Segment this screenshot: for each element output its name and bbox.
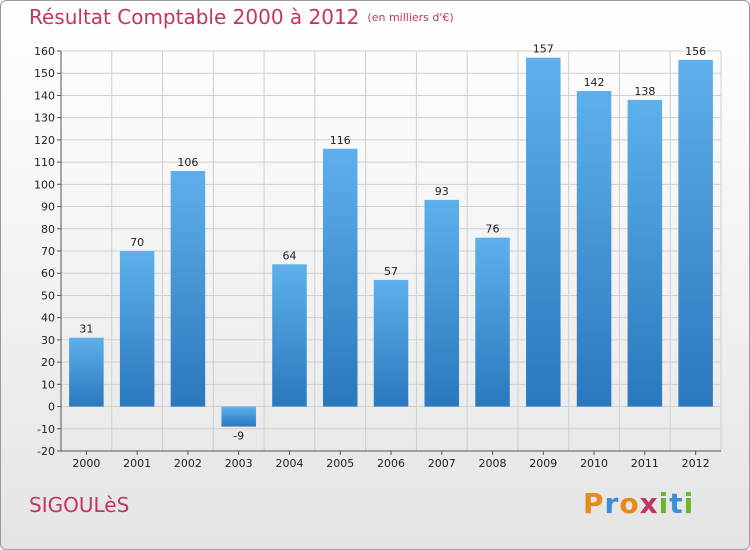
- chart-subtitle: (en milliers d'€): [367, 11, 454, 24]
- x-tick-label: 2000: [72, 457, 100, 470]
- data-label-2007: 93: [435, 185, 449, 198]
- axes: -20 -10 0 10 20 30 40 50 60 70 80 90 100 110 120 130 140…: [34, 45, 721, 470]
- x-tick-label: 2003: [225, 457, 253, 470]
- bar-2010: [576, 91, 612, 407]
- y-tick-label: 70: [41, 245, 55, 258]
- y-tick-label: 0: [48, 401, 55, 414]
- y-tick-label: 160: [34, 45, 55, 58]
- y-tick-label: 130: [34, 112, 55, 125]
- x-tick-label: 2011: [631, 457, 659, 470]
- data-labels: 31 70 106 -9 64 116 57 93 76 157 142 138 156: [79, 43, 706, 443]
- y-tick-label: 120: [34, 134, 55, 147]
- y-tick-label: -20: [37, 445, 55, 458]
- bar-2004: [272, 264, 307, 407]
- data-label-2011: 138: [634, 85, 655, 98]
- brand-letter: x: [639, 487, 659, 520]
- data-label-2010: 142: [584, 76, 605, 89]
- data-label-2006: 57: [384, 265, 398, 278]
- data-label-2012: 156: [685, 45, 706, 58]
- x-tick-label: 2001: [123, 457, 151, 470]
- y-tick-label: 60: [41, 267, 55, 280]
- town-name: SIGOULèS: [29, 493, 130, 517]
- y-tick-label: 110: [34, 156, 55, 169]
- y-tick-label: 10: [41, 378, 55, 391]
- data-label-2003: -9: [233, 430, 244, 443]
- brand-letter: o: [619, 487, 640, 520]
- x-tick-label: 2012: [682, 457, 710, 470]
- brand-letter: P: [583, 487, 605, 520]
- data-label-2000: 31: [79, 323, 93, 336]
- bar-2002: [170, 171, 206, 407]
- bar-2008: [475, 237, 510, 407]
- y-tick-label: 50: [41, 289, 55, 302]
- y-tick-label: -10: [37, 423, 55, 436]
- proxiti-logo[interactable]: Proxiti: [583, 487, 694, 520]
- data-label-2005: 116: [330, 134, 351, 147]
- y-tick-label: 100: [34, 178, 55, 191]
- chart-title: Résultat Comptable 2000 à 2012 (en millie…: [29, 5, 454, 29]
- bar-2012: [678, 59, 713, 407]
- bar-2007: [424, 199, 460, 407]
- data-label-2002: 106: [177, 156, 198, 169]
- x-tick-label: 2010: [580, 457, 608, 470]
- bars: [69, 57, 713, 427]
- y-tick-label: 20: [41, 356, 55, 369]
- brand-letter: i: [683, 487, 695, 520]
- data-label-2008: 76: [486, 223, 500, 236]
- y-tick-label: 30: [41, 334, 55, 347]
- bar-2001: [119, 251, 155, 407]
- bar-2009: [526, 57, 561, 407]
- bar-2003: [221, 406, 256, 427]
- y-tick-label: 40: [41, 312, 55, 325]
- x-tick-label: 2006: [377, 457, 405, 470]
- data-label-2009: 157: [533, 43, 554, 56]
- y-tick-label: 80: [41, 223, 55, 236]
- bar-2005: [322, 148, 358, 407]
- x-tick-label: 2002: [174, 457, 202, 470]
- bar-2000: [69, 337, 104, 407]
- y-tick-label: 140: [34, 89, 55, 102]
- y-tick-label: 150: [34, 67, 55, 80]
- x-tick-label: 2004: [275, 457, 303, 470]
- brand-letter: t: [669, 487, 684, 520]
- y-tick-label: 90: [41, 201, 55, 214]
- x-tick-label: 2008: [479, 457, 507, 470]
- chart-title-text: Résultat Comptable 2000 à 2012: [29, 5, 360, 29]
- bar-2006: [373, 279, 409, 407]
- x-tick-label: 2009: [529, 457, 557, 470]
- data-label-2001: 70: [130, 236, 144, 249]
- x-tick-label: 2007: [428, 457, 456, 470]
- data-label-2004: 64: [282, 249, 296, 262]
- bar-2011: [627, 99, 663, 407]
- x-tick-label: 2005: [326, 457, 354, 470]
- brand-letter: i: [658, 487, 670, 520]
- brand-letter: r: [604, 487, 620, 520]
